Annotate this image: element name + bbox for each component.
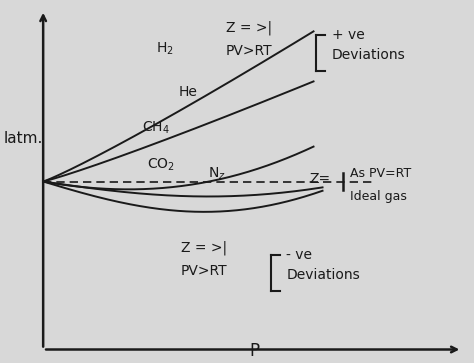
Text: CH$_4$: CH$_4$ (142, 119, 170, 136)
Text: P: P (250, 342, 260, 360)
Text: As PV=RT: As PV=RT (349, 167, 411, 180)
Text: CO$_2$: CO$_2$ (147, 157, 175, 174)
Text: latm.: latm. (3, 131, 43, 146)
Text: Ideal gas: Ideal gas (349, 190, 406, 203)
Text: Z = >|: Z = >| (181, 240, 227, 255)
Text: + ve: + ve (331, 28, 365, 42)
Text: H$_2$: H$_2$ (156, 41, 173, 57)
Text: Z=: Z= (309, 172, 330, 185)
Text: Z = >|: Z = >| (226, 20, 272, 35)
Text: PV>RT: PV>RT (226, 44, 272, 58)
Text: Deviations: Deviations (331, 48, 405, 62)
Text: N$_z$: N$_z$ (208, 166, 226, 182)
Text: He: He (178, 85, 197, 99)
Text: PV>RT: PV>RT (181, 264, 227, 278)
Text: Deviations: Deviations (286, 268, 360, 282)
Text: - ve: - ve (286, 248, 312, 262)
